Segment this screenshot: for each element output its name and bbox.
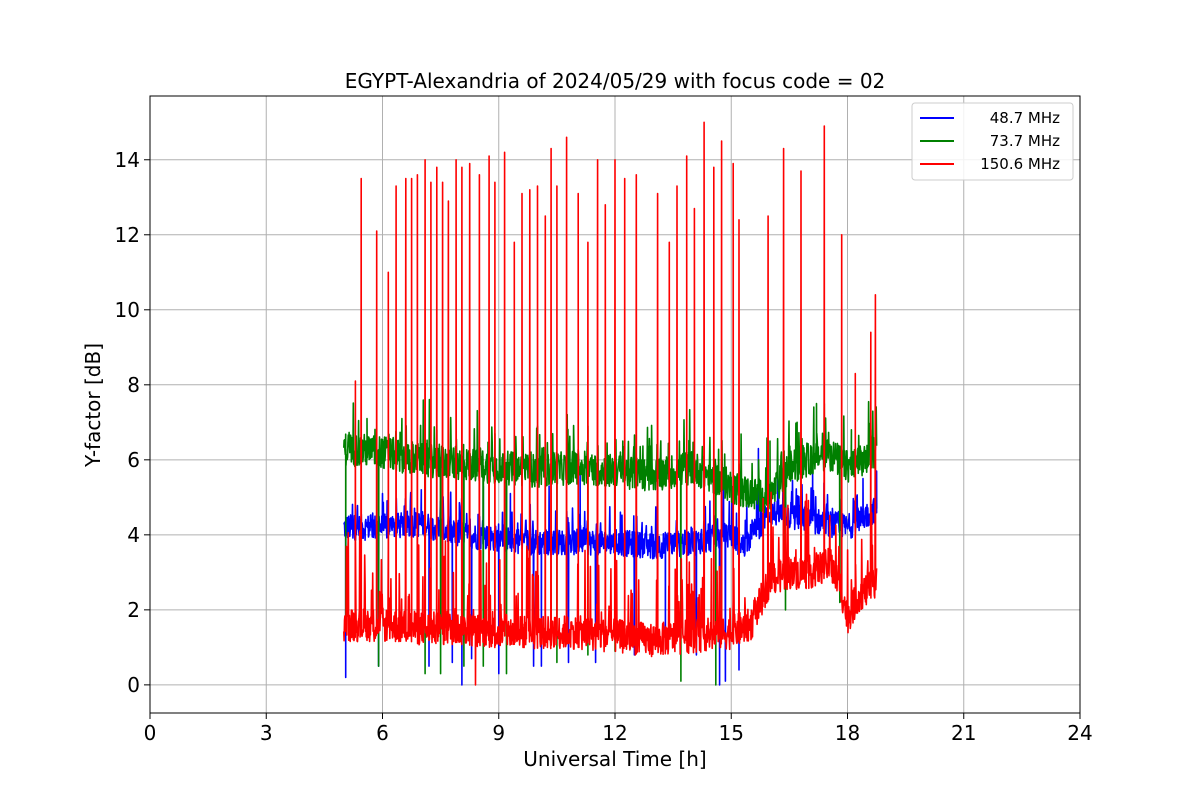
y-tick-label: 4 [127, 523, 140, 547]
y-tick-label: 6 [127, 448, 140, 472]
y-tick-label: 10 [115, 298, 140, 322]
x-tick-label: 3 [260, 721, 273, 745]
x-axis-label: Universal Time [h] [523, 747, 706, 771]
legend: 48.7 MHz 73.7 MHz 150.6 MHz [911, 102, 1074, 181]
series-line-1 [343, 398, 878, 686]
x-tick-label: 0 [144, 721, 157, 745]
legend-box [911, 102, 1074, 181]
chart-title: EGYPT-Alexandria of 2024/05/29 with focu… [345, 69, 886, 93]
x-tick-label: 12 [602, 721, 627, 745]
y-tick-label: 14 [115, 148, 140, 172]
x-tick-label: 9 [492, 721, 505, 745]
legend-label: 73.7 MHz [990, 132, 1060, 150]
legend-label: 150.6 MHz [980, 155, 1060, 173]
series-layer [343, 121, 878, 686]
y-tick-label: 12 [115, 223, 140, 247]
x-tick-label: 21 [951, 721, 976, 745]
series-line-2 [343, 121, 878, 686]
x-tick-label: 18 [835, 721, 860, 745]
y-axis-label: Y-factor [dB] [81, 343, 105, 468]
y-tick-label: 2 [127, 598, 140, 622]
x-tick-label: 24 [1067, 721, 1092, 745]
y-tick-label: 0 [127, 673, 140, 697]
x-tick-label: 6 [376, 721, 389, 745]
x-tick-label: 15 [719, 721, 744, 745]
y-tick-label: 8 [127, 373, 140, 397]
legend-label: 48.7 MHz [990, 109, 1060, 127]
